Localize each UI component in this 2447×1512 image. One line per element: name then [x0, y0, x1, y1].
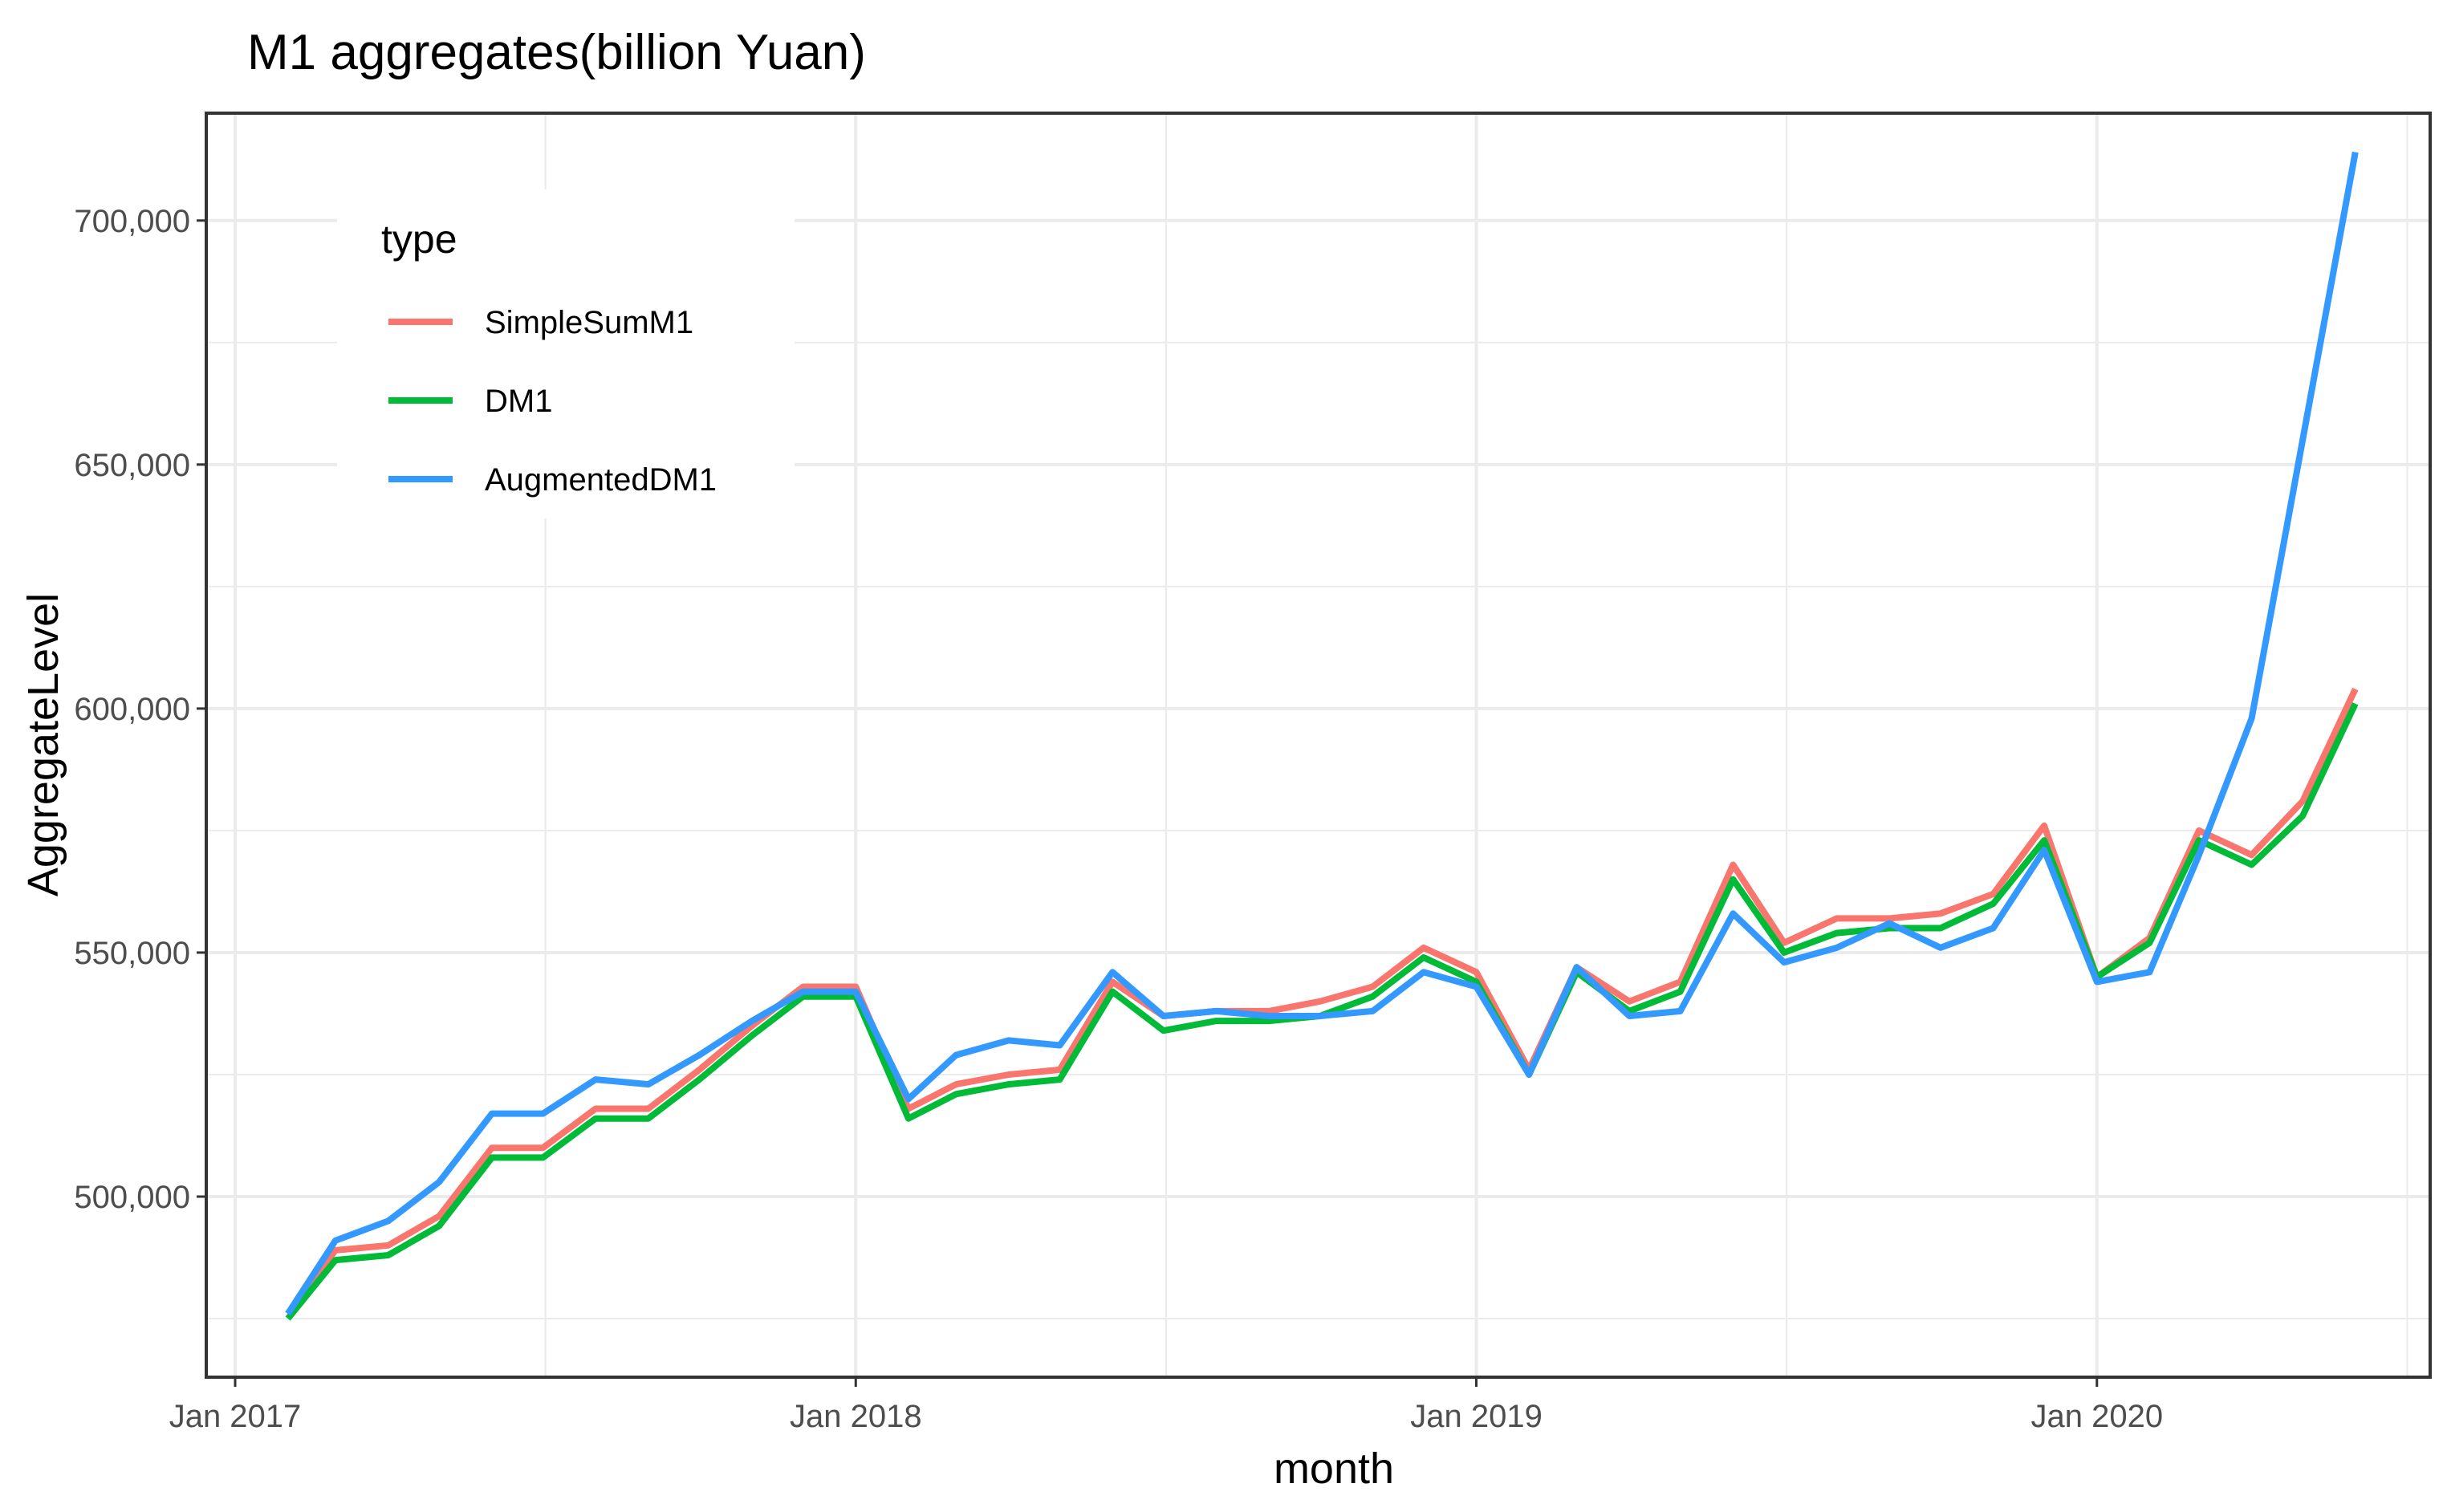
plot-border — [205, 112, 2432, 1379]
x-tick-label: Jan 2020 — [2030, 1399, 2163, 1434]
x-tick-label: Jan 2017 — [169, 1399, 302, 1434]
x-axis: Jan 2017 Jan 2018 Jan 2019 Jan 2020 — [169, 1377, 2163, 1434]
legend-label-simple-sum-m1: SimpleSumM1 — [485, 305, 693, 340]
y-axis: 500,000 550,000 600,000 650,000 700,000 — [74, 204, 206, 1215]
y-tick-label: 600,000 — [74, 692, 190, 727]
series-group — [285, 151, 2359, 1321]
y-axis-title: AggregateLevel — [19, 593, 67, 896]
grid-minor — [206, 113, 2430, 1377]
legend-label-dm1: DM1 — [485, 384, 552, 419]
legend-items: SimpleSumM1 DM1 AugmentedDM1 — [388, 305, 717, 498]
legend-label-augmented-dm1: AugmentedDM1 — [485, 462, 717, 498]
x-tick-label: Jan 2019 — [1410, 1399, 1543, 1434]
chart-title: M1 aggregates(billion Yuan) — [247, 25, 866, 80]
legend-background — [337, 189, 795, 518]
y-tick-label: 700,000 — [74, 204, 190, 239]
series-line-simple-sum-m1 — [285, 687, 2359, 1316]
y-tick-label: 500,000 — [74, 1180, 190, 1215]
y-tick-label: 550,000 — [74, 936, 190, 971]
series-line-augmented-dm1 — [285, 151, 2359, 1316]
x-tick-label: Jan 2018 — [790, 1399, 922, 1434]
y-tick-label: 650,000 — [74, 448, 190, 483]
legend: type SimpleSumM1 DM1 AugmentedDM1 — [337, 189, 795, 518]
x-axis-title: month — [1274, 1445, 1394, 1493]
legend-title: type — [381, 217, 457, 262]
